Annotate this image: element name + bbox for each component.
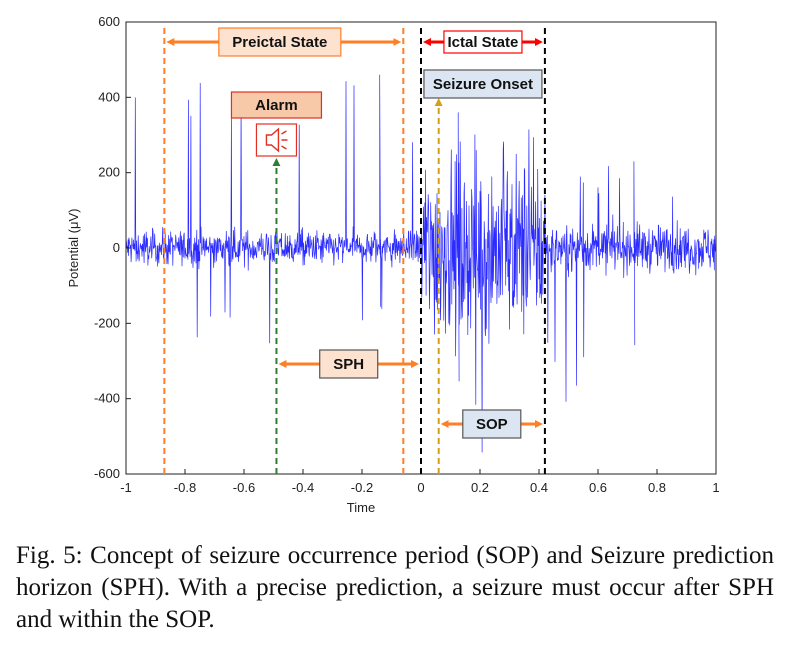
speaker-icon-frame [255, 123, 298, 157]
sph-box [319, 349, 379, 379]
x-tick-label: -0.4 [292, 480, 314, 495]
x-tick-label: -0.2 [351, 480, 373, 495]
x-tick-label: 1 [712, 480, 719, 495]
y-tick-label: 200 [98, 165, 120, 180]
alarm-box [230, 91, 323, 119]
sph-label: SPH [333, 356, 364, 373]
y-tick-label: -200 [94, 315, 120, 330]
ictal-state-box [443, 30, 523, 54]
y-tick-label: -600 [94, 466, 120, 481]
x-tick-label: 0.6 [589, 480, 607, 495]
axes-layer: -1 -0.8 -0.6 -0.4 -0.2 0 0.2 0.4 0.6 0.8 1 600 400 20… [66, 14, 720, 515]
figure-caption: Fig. 5: Concept of seizure occurrence pe… [16, 542, 774, 633]
x-tick-label: 0.8 [648, 480, 666, 495]
seizure-onset-box [423, 69, 543, 99]
x-tick-label: 0 [417, 480, 424, 495]
x-tick-label: -0.6 [233, 480, 255, 495]
x-tick-label: -1 [120, 480, 132, 495]
eeg-chart: -1 -0.8 -0.6 -0.4 -0.2 0 0.2 0.4 0.6 0.8 1 600 400 20… [66, 14, 720, 515]
x-tick-label: -0.8 [174, 480, 196, 495]
y-tick-label: 0 [113, 240, 120, 255]
alarm-label: Alarm [255, 97, 298, 114]
y-tick-label: -400 [94, 391, 120, 406]
x-axis-label: Time [347, 500, 375, 515]
y-axis-label: Potential (μV) [66, 208, 81, 287]
y-tick-label: 400 [98, 89, 120, 104]
sop-label: SOP [476, 416, 508, 433]
speaker-icon [265, 127, 280, 153]
y-tick-label: 600 [98, 14, 120, 29]
annotation-layer: Preictal State Ictal State Seizure Onset Al… [166, 27, 543, 439]
figure: -1 -0.8 -0.6 -0.4 -0.2 0 0.2 0.4 0.6 0.8 1 600 400 20… [66, 14, 720, 515]
seizure-onset-label: Seizure Onset [433, 76, 533, 93]
marker-layer [163, 28, 546, 474]
preictal-state-label: Preictal State [232, 34, 327, 51]
speaker-waves-icon [281, 130, 288, 150]
preictal-state-box [218, 27, 342, 57]
x-tick-label: 0.2 [471, 480, 489, 495]
x-tick-label: 0.4 [530, 480, 548, 495]
ictal-state-label: Ictal State [448, 34, 519, 51]
sop-box [462, 409, 522, 439]
